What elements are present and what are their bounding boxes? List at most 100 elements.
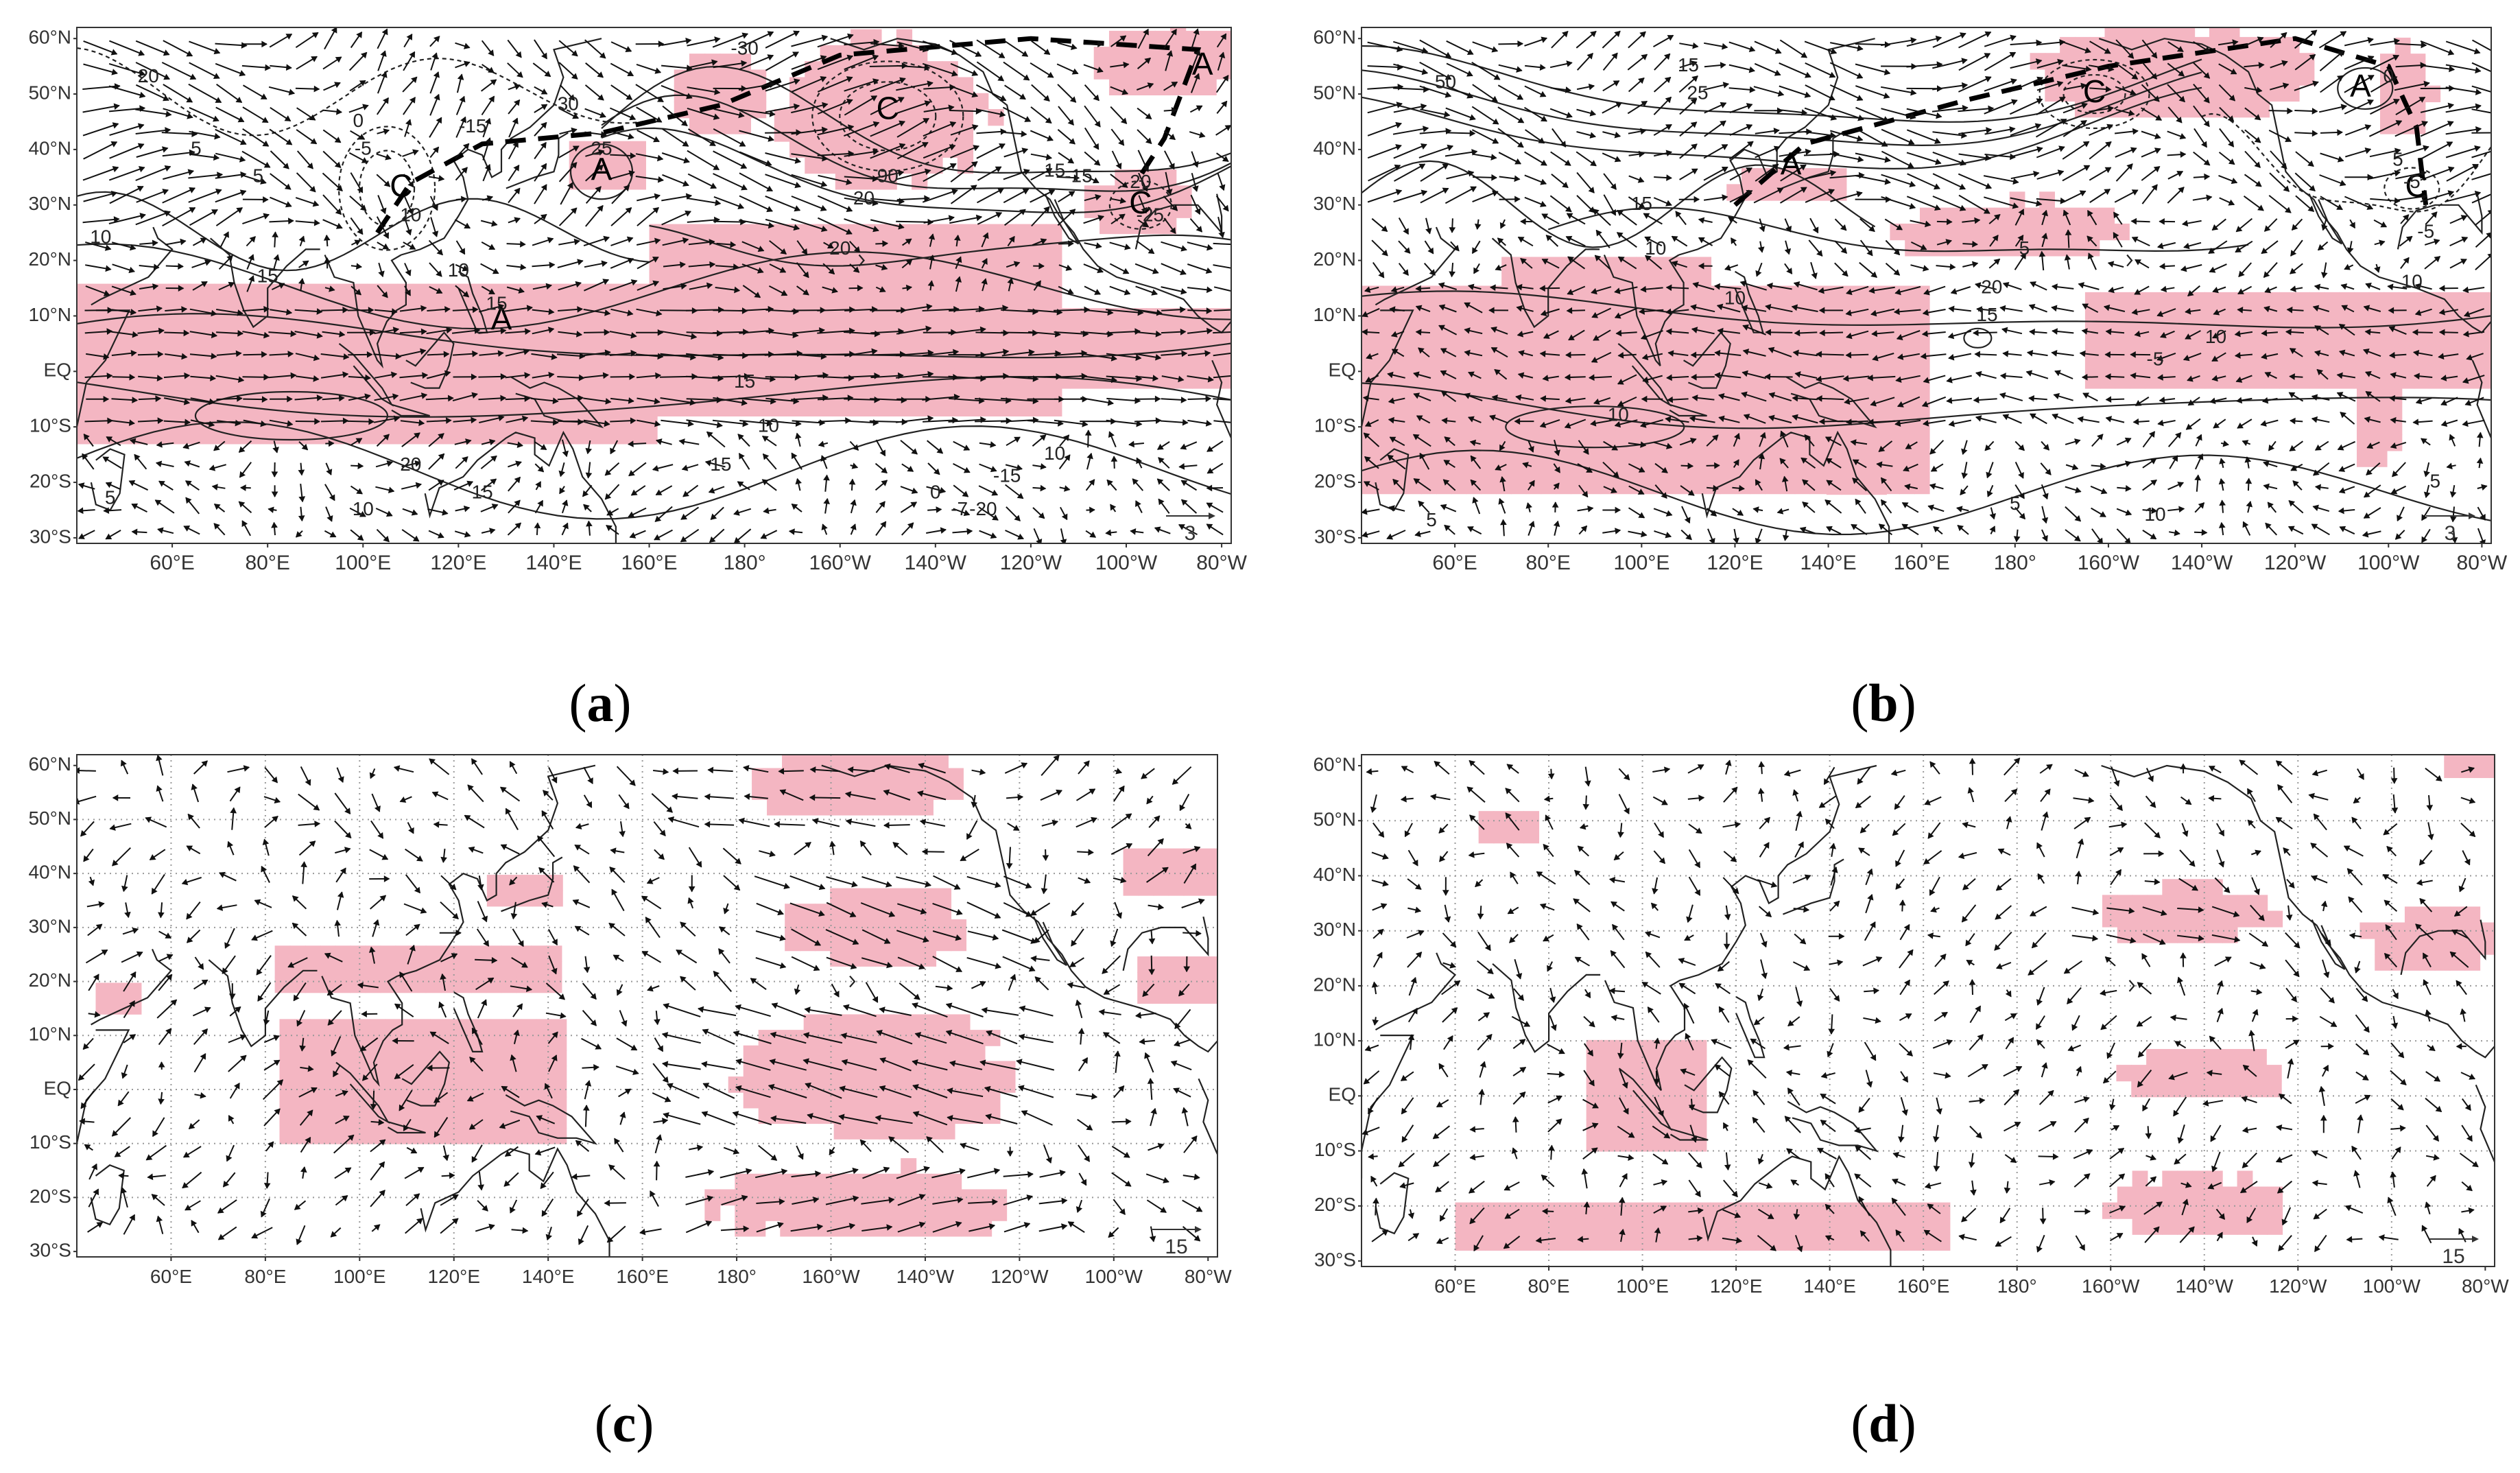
wind-arrow bbox=[825, 928, 859, 945]
contour-value-label: 15 bbox=[1678, 54, 1699, 75]
wind-arrow bbox=[1805, 189, 1835, 203]
wind-arrow bbox=[702, 1111, 735, 1126]
wind-arrow bbox=[844, 375, 880, 378]
longitude-tick-label: 160°E bbox=[1897, 1275, 1950, 1297]
longitude-tick-label: 80°E bbox=[1526, 552, 1571, 574]
wind-arrow bbox=[765, 79, 800, 92]
wind-arrow bbox=[895, 373, 934, 379]
wind-arrow bbox=[1079, 375, 1117, 381]
coastlines-d bbox=[1362, 764, 2495, 1266]
contour-value-label: -5 bbox=[2417, 221, 2434, 242]
wind-arrow bbox=[1019, 1035, 1054, 1044]
wind-arrow bbox=[668, 817, 700, 828]
longitude-tick-label: 80°E bbox=[245, 552, 289, 574]
latitude-tick-label: 40°N bbox=[1313, 137, 1356, 158]
longitude-tick-label: 160°W bbox=[2082, 1275, 2140, 1297]
wind-arrow bbox=[966, 875, 1001, 887]
wind-arrow bbox=[803, 1059, 843, 1071]
pressure-centers-a: C A C A C A bbox=[390, 46, 1213, 337]
wind-arrow bbox=[2471, 62, 2491, 73]
wind-arrow bbox=[1855, 175, 1891, 184]
wind-arrow bbox=[2445, 40, 2480, 54]
wind-arrow bbox=[712, 33, 748, 48]
wind-arrow bbox=[765, 51, 799, 71]
contour-value-label: 5 bbox=[191, 137, 202, 158]
wind-arrow bbox=[736, 1059, 771, 1071]
longitude-tick-label: 140°E bbox=[525, 552, 582, 574]
wind-arrow bbox=[1106, 397, 1141, 402]
wind-arrow bbox=[896, 169, 931, 180]
latitude-tick-label: 20°S bbox=[1314, 470, 1356, 491]
wind-arrow bbox=[1932, 84, 1968, 91]
wind-arrow bbox=[1021, 1110, 1053, 1126]
wind-arrow bbox=[2420, 64, 2455, 71]
anticyclone-label: A bbox=[1781, 145, 1802, 181]
wind-arrow bbox=[876, 1030, 913, 1045]
wind-arrow bbox=[1418, 145, 1453, 158]
wind-arrow bbox=[162, 207, 195, 226]
wind-arrow bbox=[1906, 129, 1941, 144]
wind-arrow bbox=[739, 54, 774, 71]
wind-arrow bbox=[922, 351, 959, 357]
wind-arrow bbox=[870, 121, 905, 137]
wind-arrow bbox=[1779, 85, 1811, 97]
wind-arrow bbox=[2471, 193, 2491, 204]
wind-arrow bbox=[1829, 84, 1863, 101]
anticyclone-label: A bbox=[1192, 46, 1213, 82]
wind-arrow bbox=[1420, 163, 1449, 182]
wind-arrow bbox=[770, 1117, 807, 1124]
wind-arrow bbox=[861, 957, 892, 967]
latitude-labels-d: 60°N 50°N 40°N 30°N 20°N 10°N EQ 10°S 20°S 30°S bbox=[1313, 753, 1362, 1270]
wind-arrow bbox=[713, 150, 747, 169]
wind-arrow bbox=[1419, 62, 1451, 80]
wind-arrow bbox=[791, 56, 827, 70]
wind-arrow bbox=[817, 309, 855, 311]
wind-arrow bbox=[1018, 1085, 1054, 1098]
contour-value-label: 15 bbox=[710, 453, 731, 475]
contour-value-label: 10 bbox=[1608, 403, 1629, 425]
wind-arrow bbox=[1392, 87, 1429, 91]
longitude-tick-label: 60°E bbox=[150, 552, 194, 574]
wind-arrow bbox=[770, 1059, 807, 1071]
wind-arrow bbox=[817, 34, 854, 48]
wind-arrow bbox=[161, 62, 196, 80]
wind-arrow bbox=[948, 419, 986, 423]
wind-arrow bbox=[659, 330, 697, 338]
significance-shading-a bbox=[77, 27, 1231, 445]
wind-arrow bbox=[109, 124, 144, 137]
wind-arrow bbox=[1027, 352, 1061, 356]
wind-arrow bbox=[739, 329, 774, 334]
wind-arrow bbox=[844, 350, 877, 357]
wind-arrow bbox=[1213, 264, 1231, 269]
wind-arrow bbox=[2471, 150, 2491, 158]
wind-arrow bbox=[844, 218, 879, 232]
contour-value-label: 90 bbox=[877, 165, 899, 187]
wind-arrow bbox=[826, 956, 857, 969]
wind-arrow bbox=[922, 189, 958, 203]
wind-arrow bbox=[82, 104, 120, 113]
wind-arrow bbox=[2471, 173, 2491, 180]
contour-value-label: 25 bbox=[1687, 82, 1708, 103]
wind-arrow bbox=[879, 1086, 912, 1098]
contour-value-label: 15 bbox=[1631, 193, 1652, 214]
contour-value-label: -30 bbox=[730, 38, 758, 59]
latitude-tick-label: 30°N bbox=[1313, 919, 1356, 940]
wind-arrow bbox=[1213, 331, 1231, 334]
wind-arrow bbox=[1213, 375, 1231, 379]
longitude-labels-b: 60°E 80°E 100°E 120°E 140°E 160°E 180° 160°W 140… bbox=[1432, 543, 2508, 574]
contour-value-label: 10 bbox=[1645, 237, 1666, 259]
wind-arrow bbox=[807, 1114, 842, 1125]
wind-arrow bbox=[660, 353, 696, 359]
wind-arrow bbox=[844, 55, 879, 71]
wind-arrow bbox=[1829, 152, 1864, 161]
latitude-tick-label: 30°N bbox=[28, 915, 71, 936]
wind-arrow bbox=[1984, 79, 2017, 92]
wind-arrow bbox=[913, 1111, 948, 1126]
wind-arrow bbox=[1106, 419, 1142, 425]
wind-arrow bbox=[1000, 397, 1038, 402]
latitude-tick-label: 40°N bbox=[28, 137, 71, 158]
wind-arrow bbox=[947, 1089, 984, 1098]
wind-arrow bbox=[817, 353, 855, 356]
latitude-tick-label: 30°S bbox=[29, 1240, 71, 1261]
wind-arrow bbox=[702, 1083, 735, 1099]
